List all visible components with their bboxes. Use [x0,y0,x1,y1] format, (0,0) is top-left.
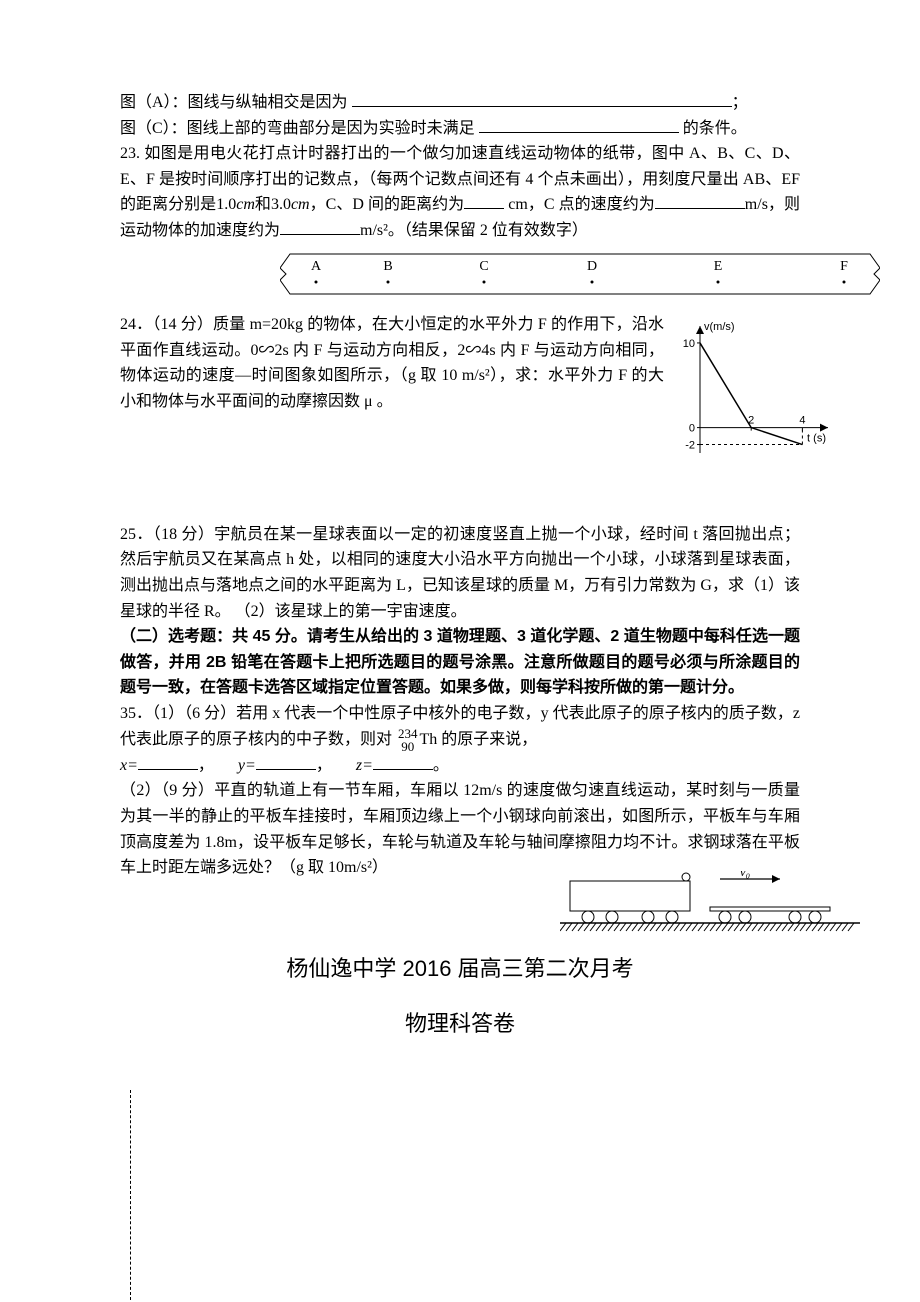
vt-graph-svg: v(m/s)t (s)-201024 [670,312,840,467]
line-c-suffix: 的条件。 [683,120,747,137]
eq-end: 。 [433,757,449,774]
q35-1-eq: x= ， y= ， z= 。 [120,753,800,779]
blank-y [256,753,316,770]
q23-t3: cm，C 点的速度约为 [508,196,655,213]
line-c-blank [479,116,679,133]
svg-text:F: F [840,259,848,274]
q23-text: 23. 如图是用电火花打点计时器打出的一个做匀加速直线运动物体的纸带，图中 A、… [120,141,800,243]
q23-u1: cm [236,196,255,213]
q23-t5: m/s²。（结果保留 2 位有效数字） [360,222,588,239]
answer-title-1: 杨仙逸中学 2016 届高三第二次月考 [120,951,800,986]
train-figure: v₀ [560,871,860,941]
section2-text: （二）选考题：共 45 分。请考生从给出的 3 道物理题、3 道化学题、2 道生… [120,624,800,701]
q23-blank2 [655,192,745,209]
svg-text:t (s): t (s) [807,433,826,445]
line-a: 图（A）：图线与纵轴相交是因为 ； [120,90,800,116]
line-a-prefix: 图（A）：图线与纵轴相交是因为 [120,94,348,111]
line-c: 图（C）：图线上部的弯曲部分是因为实验时未满足 的条件。 [120,116,800,142]
svg-text:0: 0 [689,423,695,435]
svg-text:A: A [311,259,322,274]
line-c-prefix: 图（C）：图线上部的弯曲部分是因为实验时未满足 [120,120,475,137]
cut-line [130,1090,131,1300]
svg-text:E: E [714,259,723,274]
line-a-blank [352,90,732,107]
q23-u2: cm [291,196,310,213]
train-svg: v₀ [560,871,860,941]
eq-z: z= [356,757,373,774]
q25-body: 25．（18 分）宇航员在某一星球表面以一定的初速度竖直上抛一个小球，经时间 t… [120,526,800,620]
svg-text:4: 4 [799,415,805,427]
q35-1-text: 35．（1）（6 分）若用 x 代表一个中性原子中核外的电子数，y 代表此原子的… [120,701,800,753]
isotope-sym: Th [420,731,438,748]
line-a-suffix: ； [732,94,748,111]
q24-body: 24．（14 分）质量 m=20kg 的物体，在大小恒定的水平外力 F 的作用下… [120,316,664,410]
eq-y: y= [238,757,256,774]
sep1: ， [198,757,214,774]
q23-ef: 3.0 [271,196,291,213]
svg-text:v₀: v₀ [740,871,750,879]
isotope-z: 90 [396,740,420,753]
q23-t2: ，C、D 间的距离约为 [310,196,465,213]
q23-blank3 [280,218,360,235]
isotope-leftscript: 23490 [396,727,420,753]
q35-2-body: （2）（9 分）平直的轨道上有一节车厢，车厢以 12m/s 的速度做匀速直线运动… [120,782,800,876]
q25-text: 25．（18 分）宇航员在某一星球表面以一定的初速度竖直上抛一个小球，经时间 t… [120,522,800,624]
svg-text:C: C [479,259,488,274]
blank-z [373,753,433,770]
eq-x: x= [120,757,138,774]
tape-svg: A B C D E F [280,250,880,298]
q23-ab: 1.0 [216,196,236,213]
svg-text:-2: -2 [685,440,695,452]
svg-text:10: 10 [683,338,695,350]
q35-1-suffix: 的原子来说， [437,731,537,748]
vt-graph-figure: v(m/s)t (s)-201024 [670,312,850,476]
svg-text:D: D [587,259,597,274]
isotope-mass: 234 [396,727,420,740]
q35-2-text: （2）（9 分）平直的轨道上有一节车厢，车厢以 12m/s 的速度做匀速直线运动… [120,778,800,880]
answer-title-2: 物理科答卷 [120,1006,800,1041]
tape-figure: A B C D E F [280,250,880,307]
svg-text:v(m/s): v(m/s) [704,321,735,333]
q23-mid: 和 [255,196,271,213]
q23-blank1 [464,192,504,209]
blank-x [138,753,198,770]
section2-body: （二）选考题：共 45 分。请考生从给出的 3 道物理题、3 道化学题、2 道生… [120,628,800,696]
svg-text:B: B [383,259,392,274]
sep2: ， [316,757,332,774]
